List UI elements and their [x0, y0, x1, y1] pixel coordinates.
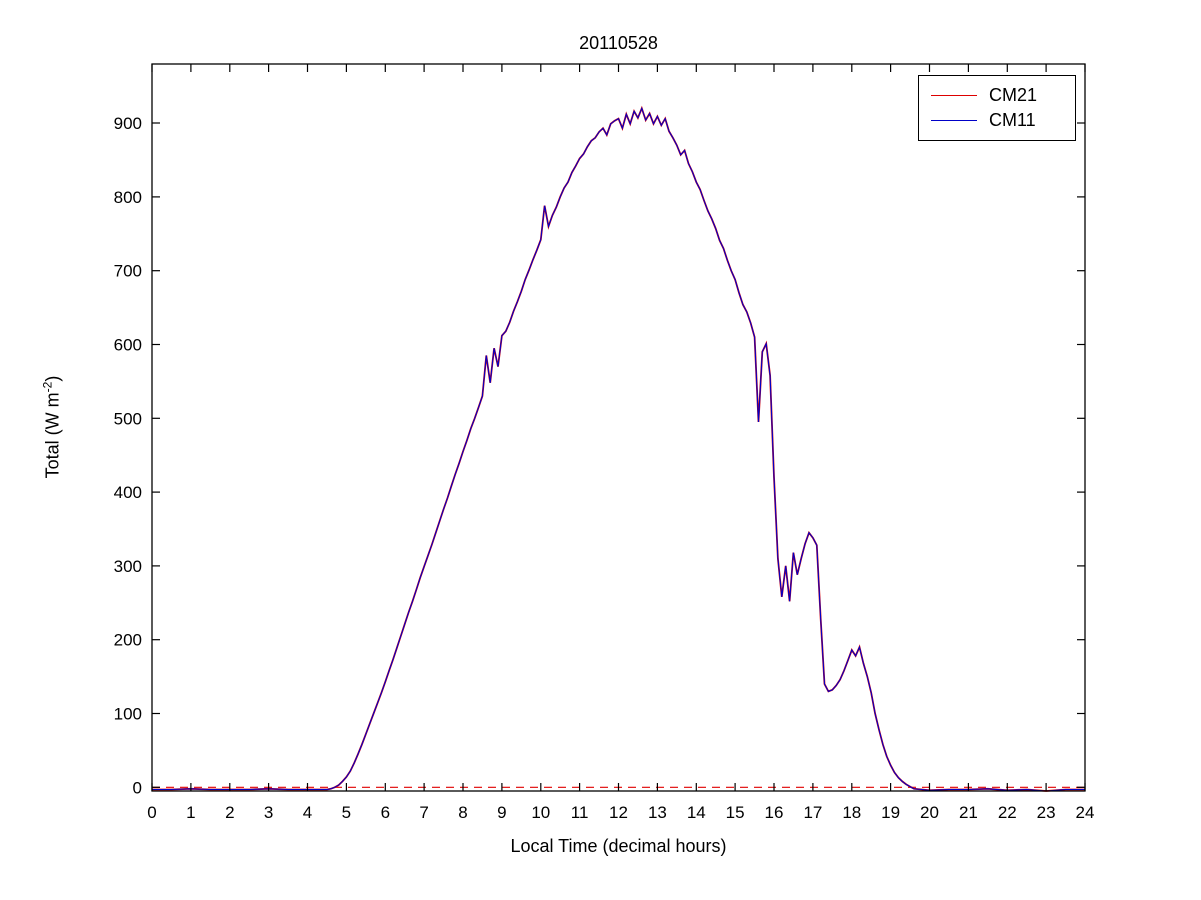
y-tick-label: 500 [114, 409, 142, 428]
legend-entry-cm21: CM21 [931, 83, 1075, 108]
x-tick-label: 13 [648, 803, 667, 822]
x-tick-label: 2 [225, 803, 234, 822]
series-line-cm11 [152, 106, 1085, 792]
x-tick-label: 3 [264, 803, 273, 822]
axis-box [151, 63, 1086, 792]
y-tick-label: 0 [133, 778, 142, 797]
x-tick-label: 14 [687, 803, 706, 822]
y-axis-label-prefix: Total (W m [42, 392, 63, 479]
y-tick-label: 900 [114, 114, 142, 133]
x-tick-label: 8 [458, 803, 467, 822]
legend: CM21 CM11 [918, 75, 1076, 141]
y-tick-label: 800 [114, 188, 142, 207]
x-tick-label: 0 [147, 803, 156, 822]
x-tick-label: 23 [1037, 803, 1056, 822]
x-tick-label: 21 [959, 803, 978, 822]
x-tick-label: 11 [571, 803, 589, 822]
y-axis-label-suffix: ) [42, 375, 63, 382]
x-axis-label: Local Time (decimal hours) [510, 836, 727, 856]
y-tick-label: 200 [114, 631, 142, 650]
x-tick-label: 12 [609, 803, 628, 822]
y-tick-label: 100 [114, 705, 142, 724]
cm11-line-sample-icon [931, 120, 977, 121]
x-tick-label: 5 [342, 803, 351, 822]
x-tick-label: 20 [920, 803, 939, 822]
y-tick-label: 300 [114, 557, 142, 576]
y-tick-label: 400 [114, 483, 142, 502]
x-tick-label: 24 [1076, 803, 1095, 822]
x-tick-label: 18 [842, 803, 861, 822]
legend-entry-cm11: CM11 [931, 108, 1075, 133]
x-tick-label: 7 [419, 803, 428, 822]
x-tick-label: 19 [881, 803, 900, 822]
x-tick-label: 15 [726, 803, 745, 822]
x-tick-label: 22 [998, 803, 1017, 822]
cm21-line-sample-icon [931, 95, 977, 96]
legend-label-cm11: CM11 [989, 110, 1036, 130]
x-tick-label: 17 [803, 803, 822, 822]
y-tick-label: 700 [114, 262, 142, 281]
x-tick-label: 9 [497, 803, 506, 822]
y-axis-label: Total (W m-2) [41, 376, 64, 479]
x-tick-label: 16 [765, 803, 784, 822]
legend-label-cm21: CM21 [989, 85, 1038, 105]
y-tick-label: 600 [114, 336, 142, 355]
x-tick-label: 4 [303, 803, 312, 822]
x-tick-label: 6 [381, 803, 390, 822]
x-tick-label: 1 [186, 803, 195, 822]
series-line-cm21 [152, 105, 1085, 792]
chart-title: 20110528 [579, 33, 658, 53]
x-tick-label: 10 [531, 803, 550, 822]
y-axis-label-sup: -2 [40, 381, 55, 393]
